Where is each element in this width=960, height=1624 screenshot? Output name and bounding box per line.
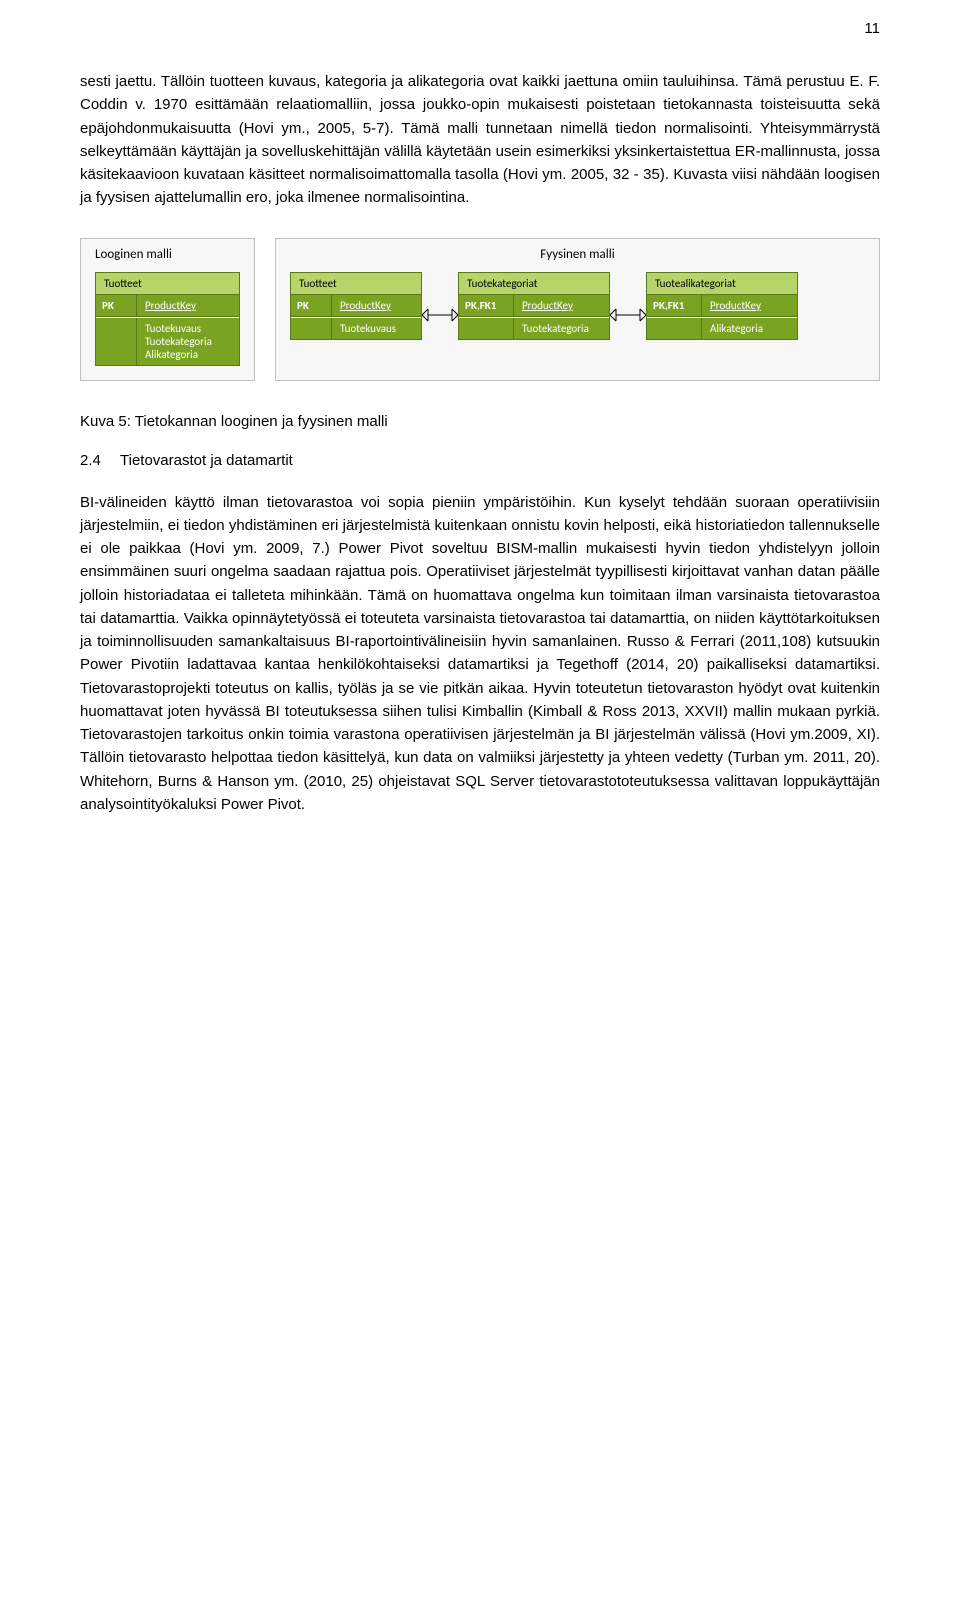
section-heading: 2.4Tietovarastot ja datamartit <box>80 452 880 469</box>
attr-value: Tuotekategoria <box>514 318 609 339</box>
panel-logical-title: Looginen malli <box>95 247 240 262</box>
panel-physical-title: Fyysinen malli <box>290 247 865 262</box>
attr-value: Alikategoria <box>702 318 797 339</box>
attr-value: Tuotekuvaus <box>332 318 421 339</box>
logical-table: Tuotteet PK ProductKey Tuotekuvaus Tuote… <box>95 272 240 366</box>
key-value: ProductKey <box>514 295 609 316</box>
panel-logical: Looginen malli Tuotteet PK ProductKey Tu… <box>80 238 255 381</box>
pk-value: ProductKey <box>137 295 239 316</box>
section-title: Tietovarastot ja datamartit <box>120 452 293 469</box>
phys-table-3: Tuotealikategoriat PK,FK1 ProductKey Ali… <box>646 272 798 340</box>
phys-table-2: Tuotekategoriat PK,FK1 ProductKey Tuotek… <box>458 272 610 340</box>
section-number: 2.4 <box>80 452 120 469</box>
key-value: ProductKey <box>702 295 797 316</box>
table-title: Tuotekategoriat <box>459 273 609 295</box>
phys-table-1: Tuotteet PK ProductKey Tuotekuvaus <box>290 272 422 340</box>
paragraph-1: sesti jaettu. Tällöin tuotteen kuvaus, k… <box>80 70 880 210</box>
er-diagram: Looginen malli Tuotteet PK ProductKey Tu… <box>80 238 880 381</box>
attr-keycell <box>96 318 137 365</box>
figure-caption: Kuva 5: Tietokannan looginen ja fyysinen… <box>80 413 880 430</box>
paragraph-2: BI-välineiden käyttö ilman tietovarastoa… <box>80 491 880 817</box>
attr-keycell <box>647 318 702 339</box>
connector-2 <box>610 305 646 325</box>
key-label: PK,FK1 <box>459 295 514 316</box>
connector-1 <box>422 305 458 325</box>
attr-keycell <box>291 318 332 339</box>
pk-label: PK <box>291 295 332 316</box>
panel-physical: Fyysinen malli Tuotteet PK ProductKey Tu… <box>275 238 880 381</box>
pk-label: PK <box>96 295 137 316</box>
key-label: PK,FK1 <box>647 295 702 316</box>
table-title: Tuotteet <box>291 273 421 295</box>
attr-values: Tuotekuvaus Tuotekategoria Alikategoria <box>137 318 239 365</box>
table-title: Tuotealikategoriat <box>647 273 797 295</box>
pk-value: ProductKey <box>332 295 421 316</box>
table-title: Tuotteet <box>96 273 239 295</box>
attr-keycell <box>459 318 514 339</box>
page-number: 11 <box>864 20 880 37</box>
